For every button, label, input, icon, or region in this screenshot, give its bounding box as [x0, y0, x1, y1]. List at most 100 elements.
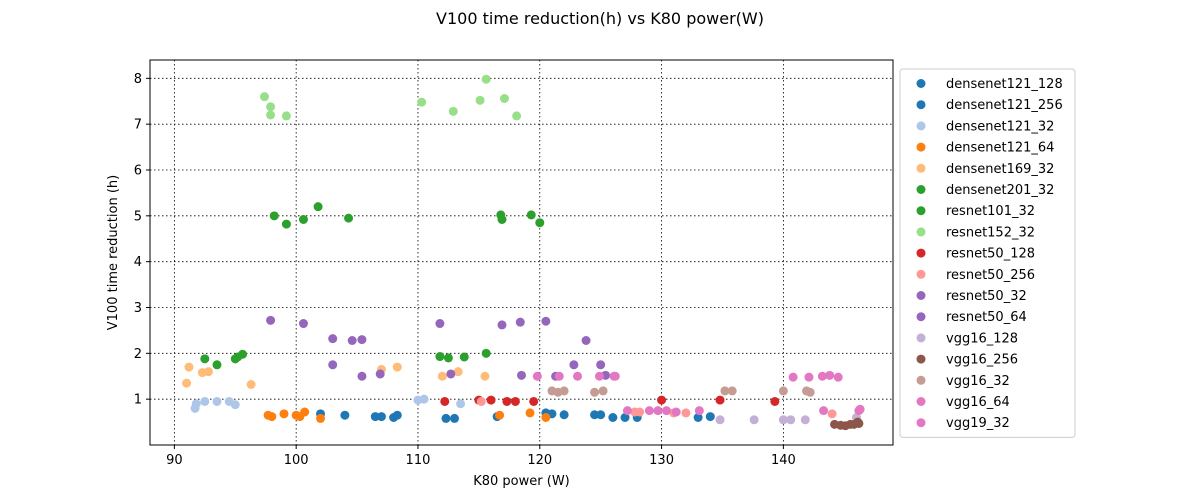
data-point	[266, 315, 276, 325]
data-point	[238, 349, 248, 359]
x-axis-label: K80 power (W)	[473, 474, 570, 489]
x-tick-label: 100	[284, 453, 309, 468]
legend-marker	[916, 100, 926, 110]
grid	[150, 60, 893, 445]
y-axis-label: V100 time reduction (h)	[106, 175, 121, 330]
data-point	[203, 367, 213, 377]
data-point	[526, 210, 536, 220]
data-point	[598, 386, 608, 396]
data-point	[475, 95, 485, 105]
data-point	[786, 415, 796, 425]
data-point	[609, 371, 619, 381]
data-point	[827, 409, 837, 419]
data-point	[694, 406, 704, 416]
data-point	[594, 371, 604, 381]
legend-entry-label: resnet152_32	[946, 225, 1035, 240]
data-point	[805, 387, 815, 397]
data-point	[854, 418, 864, 428]
data-point	[622, 406, 632, 416]
data-point	[456, 399, 466, 409]
data-point	[705, 412, 715, 422]
legend-marker	[916, 163, 926, 173]
data-point	[182, 378, 192, 388]
legend-entry-label: resnet101_32	[946, 204, 1035, 219]
data-point	[525, 408, 535, 418]
data-point	[770, 396, 780, 406]
data-point	[497, 215, 507, 224]
data-point	[437, 371, 447, 381]
data-point	[184, 362, 194, 372]
data-point	[300, 407, 310, 417]
data-point	[581, 336, 591, 345]
legend-marker	[916, 333, 926, 343]
legend-entry-label: vgg16_32	[946, 374, 1010, 389]
data-point	[357, 335, 367, 345]
data-point	[191, 399, 201, 409]
data-point	[573, 371, 583, 381]
data-point	[635, 407, 645, 417]
data-point	[715, 415, 725, 425]
data-point	[328, 360, 338, 370]
data-point	[788, 372, 798, 382]
legend-entry-label: densenet201_32	[946, 183, 1054, 198]
data-point	[450, 413, 460, 423]
data-point	[671, 407, 681, 417]
y-tick-label: 2	[134, 347, 142, 362]
y-tick-label: 4	[134, 255, 142, 270]
legend-entry-label: resnet50_32	[946, 289, 1027, 304]
data-point	[200, 396, 210, 406]
axis-ticks: 90 100 110 120 130 140 1 2 3 4 5 6 7 8	[134, 72, 796, 468]
data-point	[661, 406, 671, 416]
y-tick-label: 3	[134, 301, 142, 316]
data-point	[347, 336, 357, 345]
data-point	[392, 362, 402, 372]
legend-frame	[899, 68, 1076, 438]
data-point	[529, 396, 539, 406]
legend-entry-label: vgg16_128	[946, 331, 1018, 346]
legend-entry-label: vgg19_32	[946, 416, 1010, 431]
legend-marker	[916, 354, 926, 364]
data-point	[515, 317, 525, 327]
legend-entry-label: densenet121_64	[946, 141, 1054, 156]
data-point	[281, 111, 291, 121]
data-point	[559, 410, 569, 420]
data-point	[644, 406, 654, 416]
data-point	[855, 404, 865, 414]
legend: densenet121_128 densenet121_256 densenet12…	[899, 68, 1076, 438]
legend-marker	[916, 269, 926, 279]
legend-marker	[916, 206, 926, 216]
data-point	[266, 102, 276, 112]
data-point	[269, 211, 279, 221]
legend-marker	[916, 79, 926, 88]
data-point	[502, 396, 512, 406]
data-point	[266, 110, 276, 120]
legend-entry-label: densenet121_128	[946, 77, 1063, 92]
legend-entry-label: densenet121_256	[946, 98, 1063, 113]
data-point	[230, 400, 240, 410]
legend-entry-label: vgg16_64	[946, 395, 1010, 410]
data-point	[376, 412, 386, 422]
data-point	[532, 371, 542, 381]
data-point	[441, 413, 451, 423]
data-point	[267, 412, 277, 422]
data-point	[778, 415, 788, 425]
legend-marker	[916, 185, 926, 194]
data-point	[535, 218, 545, 228]
data-point	[298, 215, 308, 224]
data-point	[486, 395, 496, 405]
legend-entry-label: densenet121_32	[946, 119, 1054, 134]
data-point	[541, 316, 551, 326]
data-point	[443, 353, 453, 363]
data-point	[435, 352, 445, 362]
data-points	[182, 74, 865, 431]
data-point	[569, 360, 579, 370]
data-point	[480, 371, 490, 381]
data-point	[246, 380, 256, 389]
data-point	[499, 94, 509, 103]
legend-marker	[916, 397, 926, 406]
data-point	[448, 106, 458, 116]
legend-marker	[916, 312, 926, 322]
data-point	[817, 371, 827, 381]
chart-title: V100 time reduction(h) vs K80 power(W)	[436, 9, 764, 28]
